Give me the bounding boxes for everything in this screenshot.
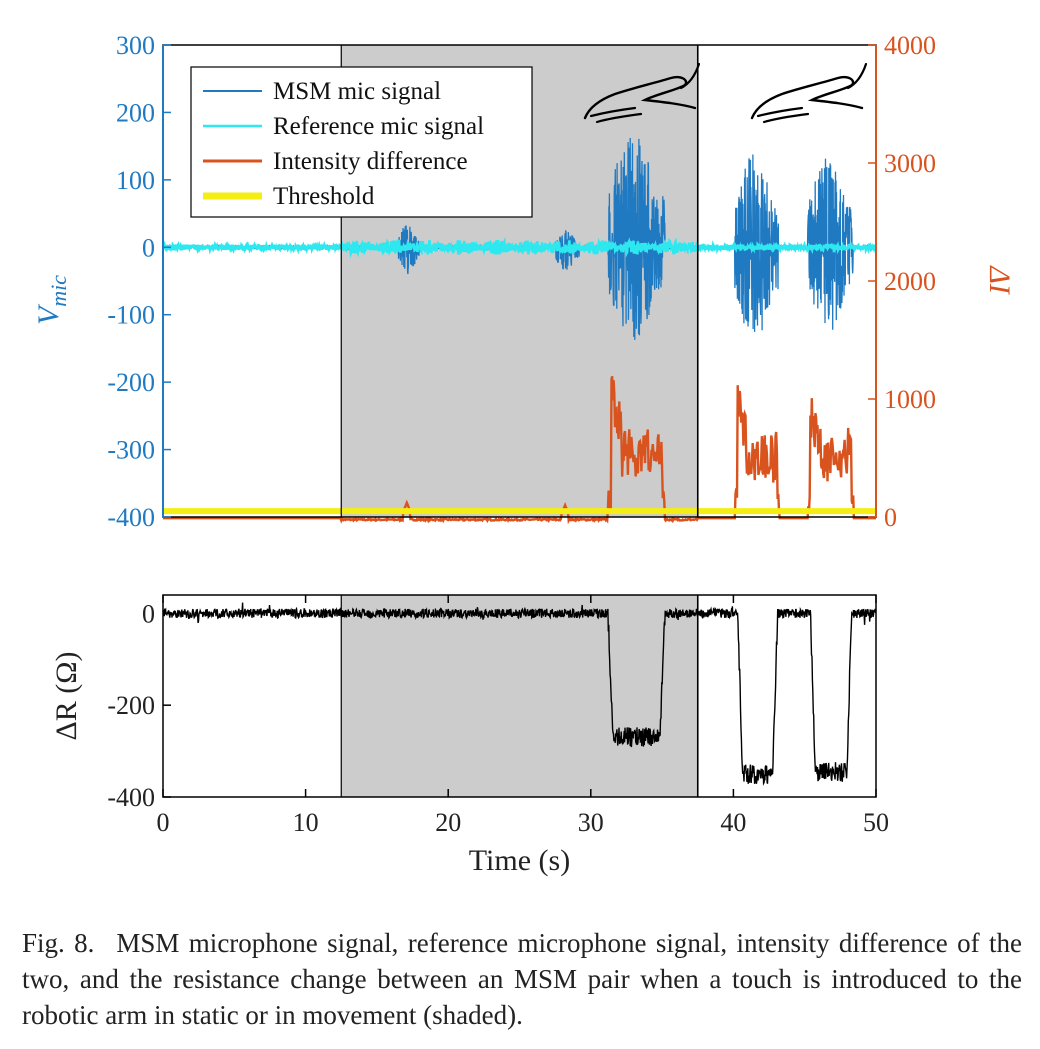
left-tick-label: -100 [107,301,155,330]
hand-wrist [679,62,701,90]
y-axis-label: ΔR (Ω) [50,651,83,740]
hand-icons [583,62,868,124]
caption-text: MSM microphone signal, reference microph… [22,928,1022,1030]
x-tick-label: 10 [293,808,319,837]
right-tick-label: 2000 [884,267,936,296]
x-tick-label: 50 [863,808,889,837]
legend-label: MSM mic signal [273,78,441,105]
right-tick-label: 0 [884,503,897,532]
reference-mic-signal-line [161,236,877,259]
legend-label: Threshold [273,183,375,210]
right-tick-label: 4000 [884,31,936,60]
hand-fingers [756,106,810,124]
x-tick-label: 30 [578,808,604,837]
left-tick-label: 300 [116,31,155,60]
hand-outline [583,75,697,120]
caption-label: Fig. 8. [22,928,95,958]
left-tick-label: 100 [116,166,155,195]
legend-label: Reference mic signal [273,113,484,140]
left-axis-label: Vmic [32,275,71,325]
hand-wrist [846,62,868,90]
hand-icon-static [583,62,701,124]
resistance-change-line [162,602,877,786]
left-axis-label-sub: mic [46,275,71,307]
figure-caption: Fig. 8. MSM microphone signal, reference … [22,925,1022,1033]
left-tick-label: 200 [116,98,155,127]
y-tick-label: -400 [107,783,155,812]
hand-outline [750,75,864,120]
right-tick-label: 1000 [884,385,936,414]
left-axis-label-main: V [32,303,65,325]
legend: MSM mic signal Reference mic signal Intens… [190,66,533,218]
left-tick-label: -200 [107,368,155,397]
x-tick-label: 20 [435,808,461,837]
right-tick-label: 3000 [884,149,936,178]
right-axis-label: ΔI [983,265,1016,296]
hand-fingers [589,106,643,124]
y-tick-label: -200 [107,691,155,720]
x-axis-label: Time (s) [469,844,570,877]
left-tick-label: -300 [107,436,155,465]
x-tick-label: 0 [157,808,170,837]
figure: 3002001000-100-200-300-40040003000200010… [32,31,1016,877]
bottom-plot-frame [162,594,877,798]
legend-label: Intensity difference [273,148,468,175]
left-tick-label: -400 [107,503,155,532]
x-tick-label: 40 [720,808,746,837]
shaded-region [341,595,698,797]
top-panel: 3002001000-100-200-300-40040003000200010… [32,31,1016,532]
intensity-difference-line [163,376,876,525]
y-tick-label: 0 [142,599,155,628]
hand-icon-moving [750,62,868,124]
left-tick-label: 0 [142,233,155,262]
